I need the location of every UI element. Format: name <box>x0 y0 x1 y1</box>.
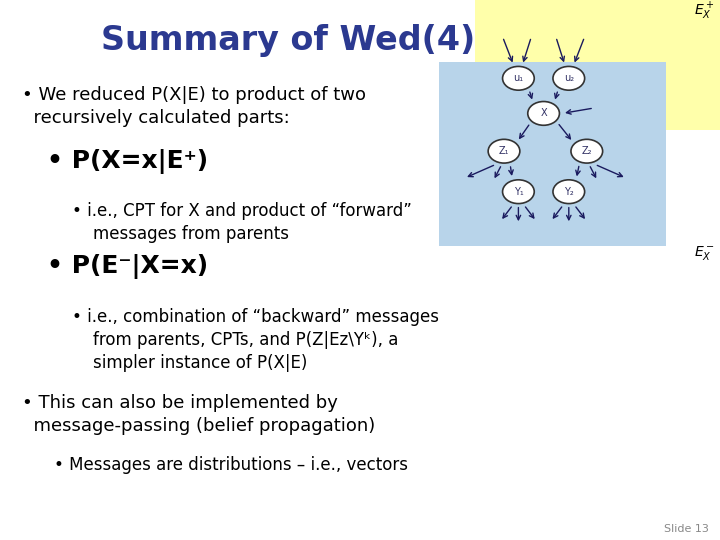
Text: Y₂: Y₂ <box>564 187 574 197</box>
Text: Summary of Wed(4): Summary of Wed(4) <box>101 24 475 57</box>
Circle shape <box>488 139 520 163</box>
Text: X: X <box>540 109 547 118</box>
Text: $E_X^+$: $E_X^+$ <box>694 1 715 22</box>
Text: Y₁: Y₁ <box>513 187 523 197</box>
Circle shape <box>553 66 585 90</box>
Text: Z₂: Z₂ <box>582 146 592 156</box>
Text: • This can also be implemented by
  message-passing (belief propagation): • This can also be implemented by messag… <box>22 394 375 435</box>
FancyBboxPatch shape <box>439 62 666 246</box>
Text: • i.e., combination of “backward” messages
    from parents, CPTs, and P(Z|Eᴢ\Yᵏ: • i.e., combination of “backward” messag… <box>72 308 439 372</box>
Text: • Messages are distributions – i.e., vectors: • Messages are distributions – i.e., vec… <box>54 456 408 474</box>
Text: $E_X^-$: $E_X^-$ <box>694 244 715 262</box>
Circle shape <box>503 180 534 204</box>
Text: • P(E⁻|X=x): • P(E⁻|X=x) <box>47 254 208 279</box>
Text: u₁: u₁ <box>513 73 523 83</box>
Text: Z₁: Z₁ <box>499 146 509 156</box>
Text: Slide 13: Slide 13 <box>665 523 709 534</box>
Text: • P(X=x|E⁺): • P(X=x|E⁺) <box>47 148 208 173</box>
FancyBboxPatch shape <box>475 0 720 130</box>
Circle shape <box>553 180 585 204</box>
Text: • We reduced P(X|E) to product of two
  recursively calculated parts:: • We reduced P(X|E) to product of two re… <box>22 86 366 127</box>
Circle shape <box>503 66 534 90</box>
Text: u₂: u₂ <box>564 73 574 83</box>
Text: • i.e., CPT for X and product of “forward”
    messages from parents: • i.e., CPT for X and product of “forwar… <box>72 202 412 244</box>
Circle shape <box>528 102 559 125</box>
Circle shape <box>571 139 603 163</box>
